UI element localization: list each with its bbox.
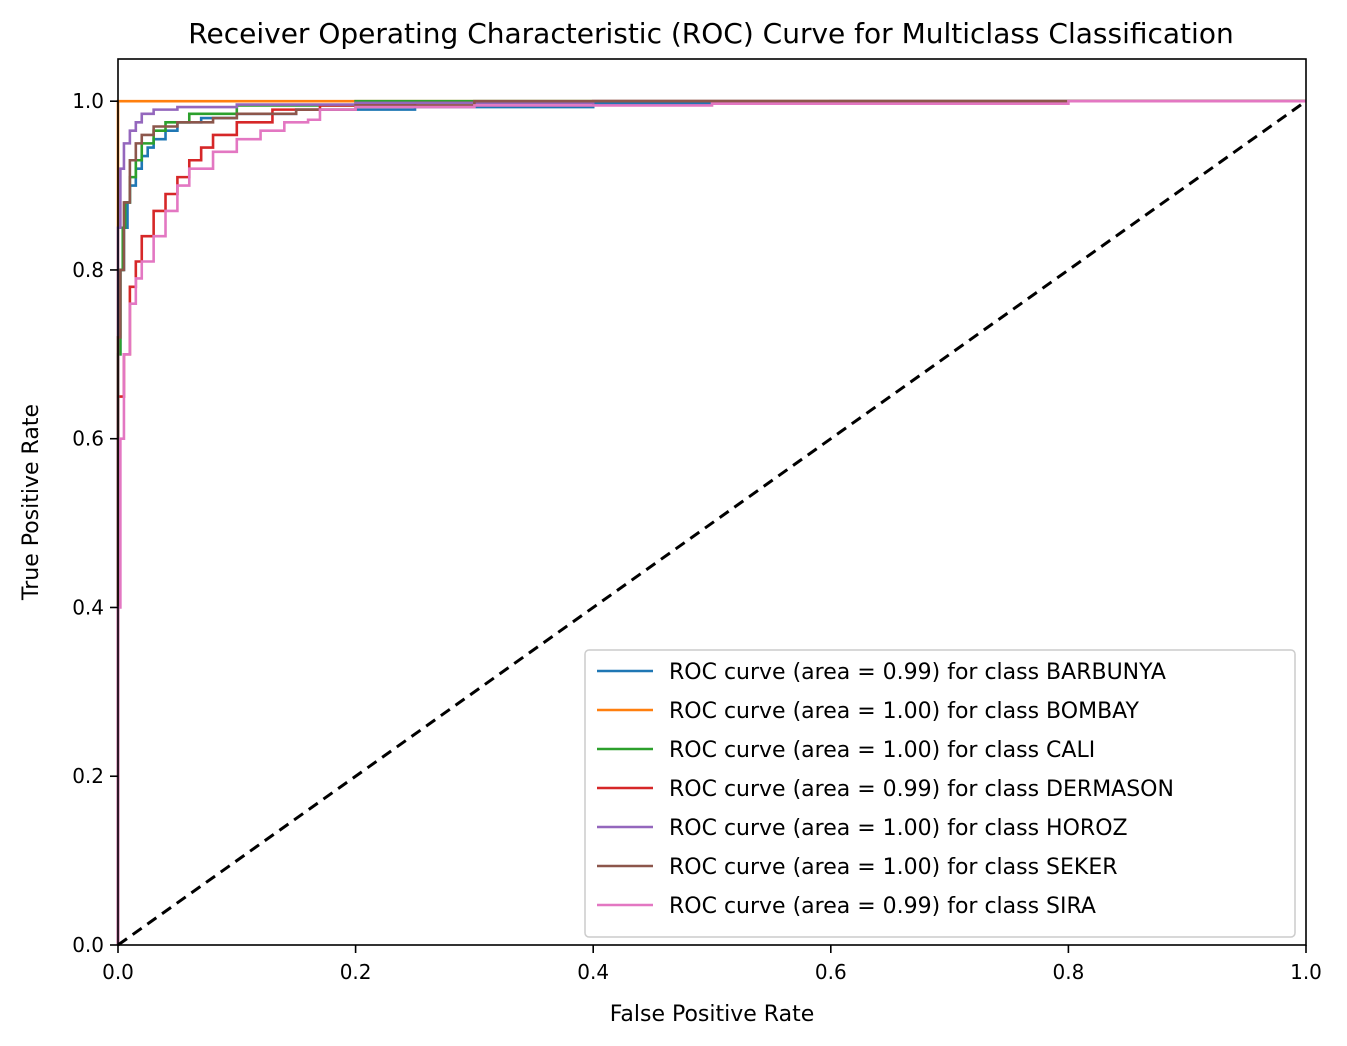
legend-label: ROC curve (area = 1.00) for class CALI [669, 738, 1095, 763]
y-tick-label: 0.4 [72, 595, 104, 619]
y-tick-label: 1.0 [72, 89, 104, 113]
legend-label: ROC curve (area = 1.00) for class HOROZ [669, 816, 1128, 841]
legend: ROC curve (area = 0.99) for class BARBUN… [584, 649, 1296, 938]
legend-label: ROC curve (area = 0.99) for class SIRA [669, 894, 1096, 919]
roc-line-4 [116, 99, 1306, 945]
legend-label: ROC curve (area = 1.00) for class SEKER [669, 855, 1118, 880]
legend-box [584, 649, 1296, 938]
x-axis-ticks: 0.0 0.2 0.4 0.6 0.8 1.0 [102, 945, 1322, 984]
y-axis-ticks: 0.0 0.2 0.4 0.6 0.8 1.0 [72, 89, 118, 957]
x-axis-label: False Positive Rate [610, 1002, 814, 1027]
legend-label: ROC curve (area = 0.99) for class BARBUN… [669, 660, 1166, 685]
y-tick-label: 0.2 [72, 764, 104, 788]
x-tick-label: 0.0 [102, 960, 134, 984]
roc-line-6 [116, 99, 1306, 945]
chart-title: Receiver Operating Characteristic (ROC) … [188, 17, 1233, 50]
y-tick-label: 0.0 [72, 933, 104, 957]
x-tick-label: 0.2 [340, 960, 372, 984]
diagonal-reference-line [117, 99, 1307, 947]
x-tick-label: 0.8 [1052, 960, 1084, 984]
x-tick-label: 0.4 [577, 960, 609, 984]
y-axis-label: True Positive Rate [19, 404, 44, 601]
plot-area-frame [117, 58, 1307, 946]
y-tick-label: 0.6 [72, 427, 104, 451]
legend-label: ROC curve (area = 1.00) for class BOMBAY [669, 699, 1140, 724]
legend-label: ROC curve (area = 0.99) for class DERMAS… [669, 777, 1174, 802]
x-tick-label: 0.6 [815, 960, 847, 984]
y-tick-label: 0.8 [72, 258, 104, 282]
x-tick-label: 1.0 [1290, 960, 1322, 984]
